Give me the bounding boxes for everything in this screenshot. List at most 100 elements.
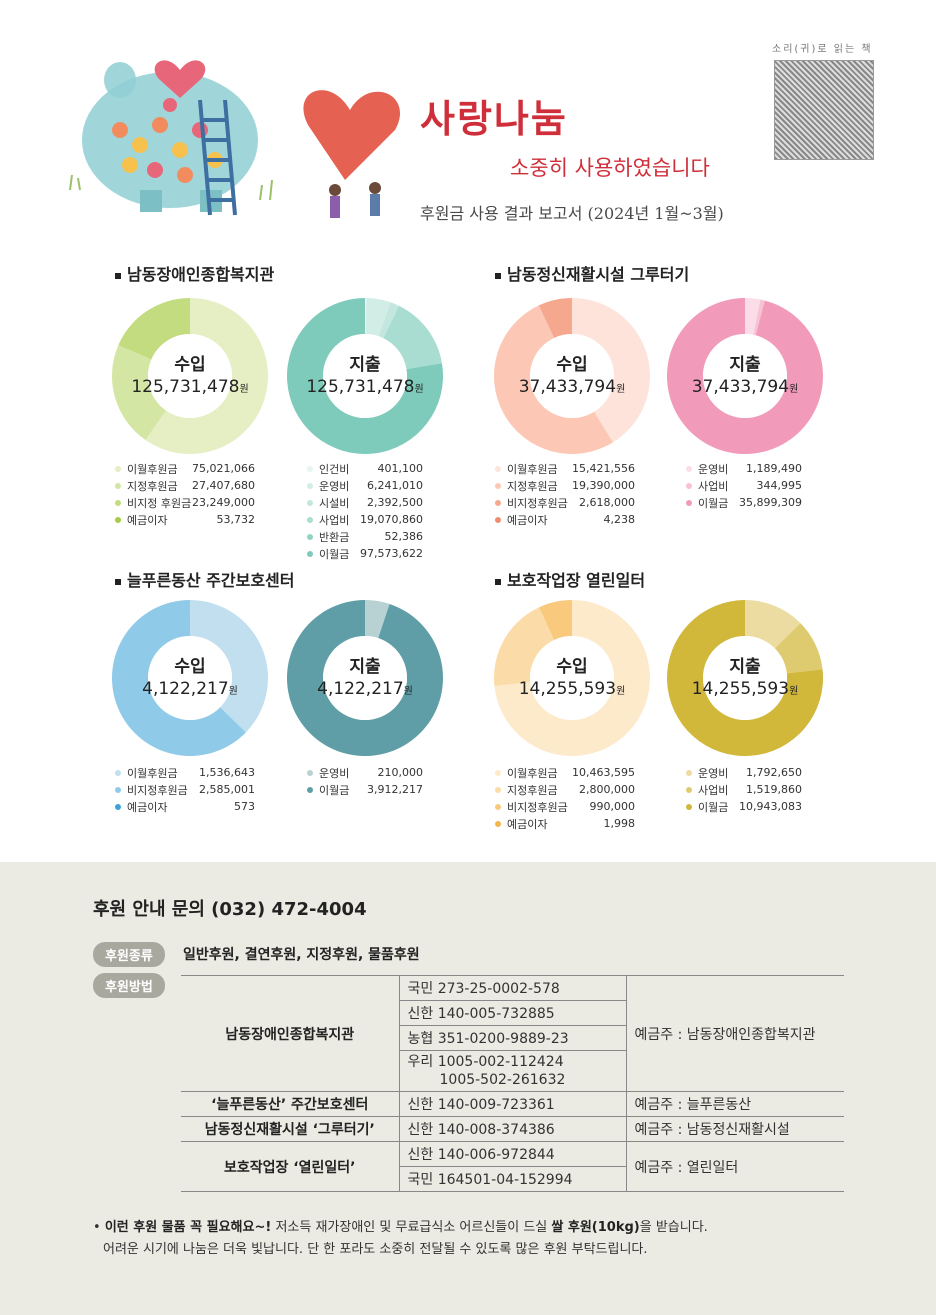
legend-dot-icon xyxy=(686,803,692,810)
donut-slice xyxy=(190,600,268,733)
donut-title: 수입 xyxy=(556,657,588,677)
legend-item: 이월금 35,899,309 xyxy=(686,494,802,511)
legend-value: 2,618,000 xyxy=(579,496,635,509)
legend-dot-icon xyxy=(307,533,313,540)
legend-item: 이월금 10,943,083 xyxy=(686,798,802,815)
donut-slice xyxy=(753,299,765,336)
bank-account-table: 남동장애인종합복지관 국민 273-25-0002-578 예금주 : 남동장애… xyxy=(181,975,844,1192)
qr-code-icon[interactable] xyxy=(774,60,874,160)
legend-value: 3,912,217 xyxy=(367,783,423,796)
legend-label: 사업비 xyxy=(698,783,729,797)
income-donut-chart xyxy=(492,598,652,758)
account-holder: 예금주 : 열린일터 xyxy=(626,1141,844,1192)
account-number[interactable]: 국민 164501-04-152994 xyxy=(398,1166,627,1192)
expense-donut-chart xyxy=(665,296,825,456)
donation-type-badge: 후원종류 xyxy=(93,942,165,967)
legend-item: 운영비 210,000 xyxy=(307,764,423,781)
donut-title: 수입 xyxy=(174,355,206,375)
legend-dot-icon xyxy=(115,516,121,523)
expense-donut-chart xyxy=(285,598,445,758)
legend-dot-icon xyxy=(115,769,121,776)
legend-item: 예금이자 1,998 xyxy=(495,815,635,832)
donut-slice xyxy=(111,345,167,441)
donut-slice xyxy=(118,298,190,360)
legend-value: 27,407,680 xyxy=(192,479,255,492)
donut-slice xyxy=(365,298,391,337)
legend-value: 19,070,860 xyxy=(360,513,423,526)
account-number[interactable]: 농협 351-0200-9889-23 xyxy=(398,1025,627,1051)
legend-item: 예금이자 53,732 xyxy=(115,511,255,528)
legend-dot-icon xyxy=(495,516,501,523)
legend-value: 573 xyxy=(234,800,255,813)
legend-label: 운영비 xyxy=(698,462,729,476)
table-row: 남동장애인종합복지관 국민 273-25-0002-578 예금주 : 남동장애… xyxy=(181,975,844,1092)
section-title: 늘푸른동산 주간보호센터 xyxy=(115,567,295,591)
account-number[interactable]: 국민 273-25-0002-578 xyxy=(398,975,627,1001)
donut-hole xyxy=(148,334,232,418)
legend-label: 지정후원금 xyxy=(507,479,558,493)
legend-item: 운영비 6,241,010 xyxy=(307,477,423,494)
account-number[interactable]: 신한 140-005-732885 xyxy=(398,1000,627,1026)
donut-slice xyxy=(774,623,823,674)
donut-title: 지출 xyxy=(349,355,381,375)
legend-label: 사업비 xyxy=(319,513,350,527)
donut-hole xyxy=(530,636,614,720)
section-title: 남동정신재활시설 그루터기 xyxy=(495,261,689,285)
legend-value: 344,995 xyxy=(756,479,803,492)
legend-item: 운영비 1,189,490 xyxy=(686,460,802,477)
expense-total-label: 지출 37,433,794원 xyxy=(665,350,825,397)
legend-value: 2,392,500 xyxy=(367,496,423,509)
legend-item: 인건비 401,100 xyxy=(307,460,423,477)
legend-label: 이월금 xyxy=(319,547,350,561)
table-row: 남동정신재활시설 ‘그루터기’ 신한 140-008-374386 예금주 : … xyxy=(181,1116,844,1142)
hero-illustration xyxy=(60,30,420,230)
donut-title: 수입 xyxy=(556,355,588,375)
expense-total-label: 지출 4,122,217원 xyxy=(285,652,445,699)
legend-dot-icon xyxy=(686,465,692,472)
legend-value: 97,573,622 xyxy=(360,547,423,560)
donut-slice xyxy=(111,600,246,756)
donut-title: 지출 xyxy=(729,355,761,375)
legend-dot-icon xyxy=(686,786,692,793)
legend-item: 이월후원금 1,536,643 xyxy=(115,764,255,781)
report-period: 후원금 사용 결과 보고서 (2024년 1월~3월) xyxy=(420,204,724,223)
expense-legend: 인건비 401,100 운영비 6,241,010 시설비 2,392,500 사업비 19,… xyxy=(307,460,423,562)
legend-value: 53,732 xyxy=(216,513,256,526)
donut-hole xyxy=(703,636,787,720)
legend-item: 운영비 1,792,650 xyxy=(686,764,802,781)
legend-value: 52,386 xyxy=(384,530,424,543)
legend-value: 19,390,000 xyxy=(572,479,635,492)
donut-total: 37,433,794원 xyxy=(691,377,799,397)
account-holder: 예금주 : 남동정신재활시설 xyxy=(626,1116,844,1142)
legend-label: 이월후원금 xyxy=(507,766,558,780)
table-row: 신한 140-005-732885 xyxy=(181,1000,844,1026)
income-legend: 이월후원금 75,021,066 지정후원금 27,407,680 비지정 후원금 23,… xyxy=(115,460,255,528)
report-title: 사랑나눔 xyxy=(420,96,568,141)
donut-slice xyxy=(745,298,761,335)
currency-unit: 원 xyxy=(789,686,799,697)
expense-total-label: 지출 125,731,478원 xyxy=(285,350,445,397)
account-number[interactable]: 우리 1005-002-112424 1005-502-261632 xyxy=(398,1050,627,1092)
income-donut-chart xyxy=(110,598,270,758)
legend-value: 1,519,860 xyxy=(746,783,802,796)
donut-slice xyxy=(145,298,268,454)
account-number[interactable]: 신한 140-006-972844 xyxy=(398,1141,627,1167)
legend-item: 지정후원금 19,390,000 xyxy=(495,477,635,494)
donut-total: 125,731,478원 xyxy=(306,377,424,397)
legend-item: 비지정후원금 2,585,001 xyxy=(115,781,255,798)
legend-value: 2,800,000 xyxy=(579,783,635,796)
income-total-label: 수입 37,433,794원 xyxy=(492,350,652,397)
donut-total: 4,122,217원 xyxy=(317,679,413,699)
expense-donut-chart xyxy=(285,296,445,456)
donut-slice xyxy=(365,600,390,639)
table-row: 국민 164501-04-152994 xyxy=(181,1166,844,1192)
currency-unit: 원 xyxy=(616,384,626,395)
donut-slice xyxy=(383,305,442,370)
legend-label: 예금이자 xyxy=(127,513,168,527)
org-name: 보호작업장 ‘열린일터’ xyxy=(181,1141,399,1192)
account-number[interactable]: 신한 140-009-723361 xyxy=(398,1091,627,1117)
legend-value: 10,943,083 xyxy=(739,800,802,813)
legend-item: 사업비 344,995 xyxy=(686,477,802,494)
donut-slice xyxy=(406,363,442,370)
account-number[interactable]: 신한 140-008-374386 xyxy=(398,1116,627,1142)
